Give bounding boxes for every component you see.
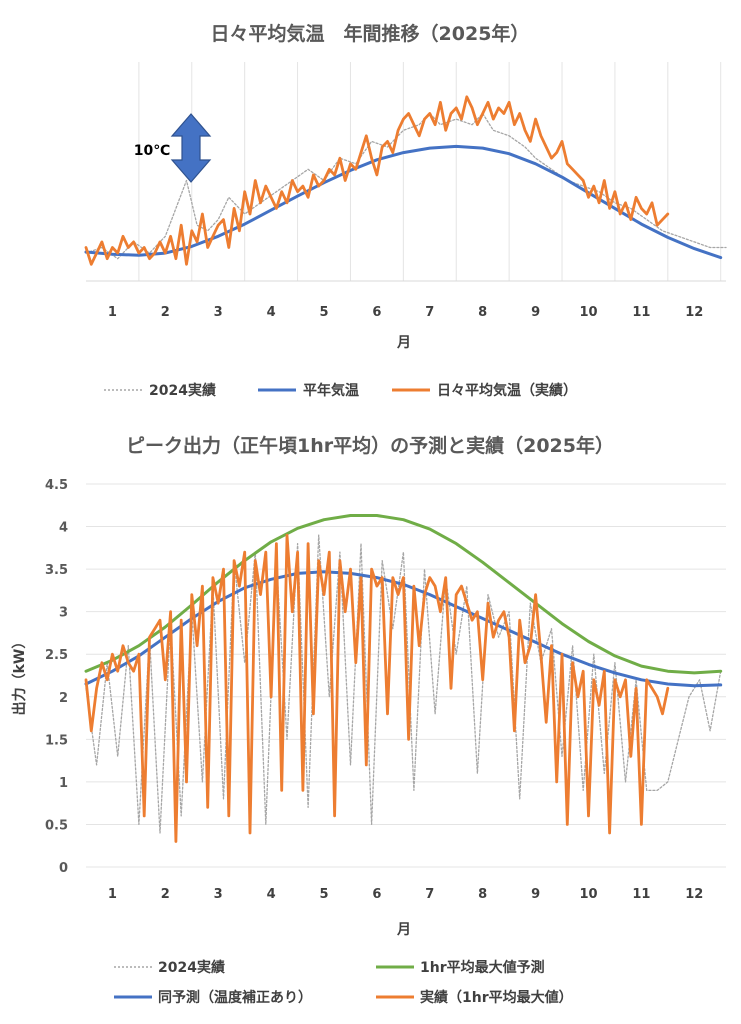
temp-month-9: 9 (531, 305, 540, 320)
legend-label-2024: 2024実績 (158, 959, 225, 976)
peak-output-chart: ピーク出力（正午頃1hr平均）の予測と実績（2025年） 0 0.5 1 1.5 2 2.… (11, 434, 726, 1006)
temp-normal-line (84, 144, 723, 260)
temp-month-5: 5 (319, 305, 328, 320)
chart-title: 日々平均気温 年間推移（2025年） (211, 22, 530, 45)
output-month-3: 3 (214, 887, 223, 902)
temp-month-11: 11 (632, 305, 650, 320)
temp-month-2: 2 (161, 305, 170, 320)
y-tick-4: 4 (59, 521, 68, 536)
legend: 2024実績 1hr平均最大値予測 同予測（温度補正あり） 実績（1hr平均最大… (114, 959, 573, 1006)
x-tick-labels: 1 2 3 4 5 6 7 8 9 10 11 12 (108, 305, 703, 320)
legend-label-actual: 日々平均気温（実績） (437, 382, 577, 399)
y-tick-labels: 0 0.5 1 1.5 2 2.5 3 3.5 4 4.5 (45, 478, 68, 876)
output-month-12: 12 (685, 887, 703, 902)
temp-month-1: 1 (108, 305, 117, 320)
output-month-5: 5 (319, 887, 328, 902)
y-tick-1: 1 (59, 776, 68, 791)
series-actual-temp (84, 95, 670, 266)
legend-label-corrected-prediction: 同予測（温度補正あり） (158, 989, 312, 1006)
y-tick-2: 2 (59, 691, 68, 706)
output-month-4: 4 (267, 887, 276, 902)
output-month-6: 6 (372, 887, 381, 902)
x-tick-labels: 1 2 3 4 5 6 7 8 9 10 11 12 (108, 887, 703, 902)
y-tick-0.5: 0.5 (45, 818, 68, 833)
temp-month-12: 12 (685, 305, 703, 320)
output-month-1: 1 (108, 887, 117, 902)
y-tick-3: 3 (59, 606, 68, 621)
chart-title: ピーク出力（正午頃1hr平均）の予測と実績（2025年） (126, 434, 614, 457)
output-month-9: 9 (531, 887, 540, 902)
y-tick-0: 0 (59, 861, 68, 876)
legend-label-normal: 平年気温 (303, 382, 359, 399)
temp-month-6: 6 (372, 305, 381, 320)
grid-lines (138, 62, 722, 281)
y-tick-2.5: 2.5 (45, 648, 68, 663)
temp-month-7: 7 (425, 305, 434, 320)
temp-month-10: 10 (579, 305, 597, 320)
scale-annotation: 10℃ (134, 143, 170, 159)
y-tick-3.5: 3.5 (45, 563, 68, 578)
output-month-2: 2 (161, 887, 170, 902)
temp-month-4: 4 (267, 305, 276, 320)
legend-label-actual: 実績（1hr平均最大値） (420, 989, 573, 1006)
temp-month-3: 3 (214, 305, 223, 320)
x-axis-label: 月 (396, 335, 411, 351)
legend: 2024実績 平年気温 日々平均気温（実績） (104, 382, 577, 399)
series-2024 (85, 112, 727, 260)
x-axis-label: 月 (396, 922, 411, 938)
temp-actual-line (84, 95, 670, 266)
output-month-8: 8 (478, 887, 487, 902)
output-month-10: 10 (579, 887, 597, 902)
legend-label-max-prediction: 1hr平均最大値予測 (420, 959, 545, 976)
y-tick-1.5: 1.5 (45, 733, 68, 748)
output-month-11: 11 (632, 887, 650, 902)
temperature-chart: 日々平均気温 年間推移（2025年） 1 2 3 4 5 6 7 8 9 10 11 12 月 10℃… (84, 22, 727, 399)
output-month-7: 7 (425, 887, 434, 902)
temp-month-8: 8 (478, 305, 487, 320)
output-actual-line (84, 533, 670, 843)
y-tick-4.5: 4.5 (45, 478, 68, 493)
scale-arrow-icon (170, 113, 212, 183)
temp-2024-line (85, 112, 727, 260)
series-normal-temp (84, 144, 723, 260)
y-axis-label: 出力（kW） (11, 635, 28, 716)
legend-label-2024: 2024実績 (149, 382, 216, 399)
series-actual-output (84, 533, 670, 843)
